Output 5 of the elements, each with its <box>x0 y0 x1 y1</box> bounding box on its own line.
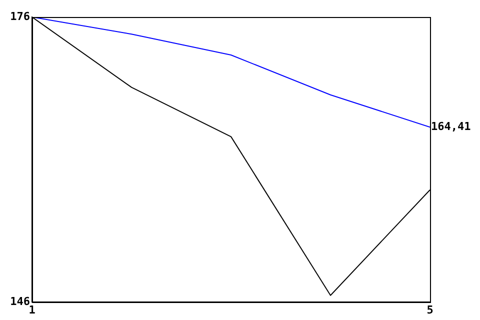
y-tick-label: 176 <box>10 10 30 23</box>
y-tick-label: 146 <box>10 294 30 308</box>
x-tick-label: 5 <box>426 303 434 316</box>
annotation: 164,41 <box>431 120 472 133</box>
x-tick-label: 1 <box>28 303 36 316</box>
